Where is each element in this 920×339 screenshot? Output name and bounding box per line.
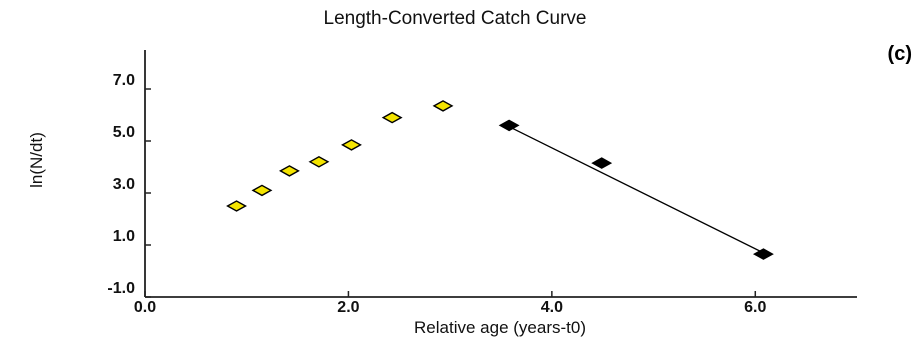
data-point-excluded [341,139,362,151]
y-axis-label: ln(N/dt) [27,132,46,188]
points-layer [226,100,774,260]
regression-line [508,126,764,254]
data-point-excluded [278,165,300,177]
data-point-excluded [381,111,403,124]
axes [144,50,857,298]
y-tick-label: 1.0 [113,228,135,245]
tick-labels: 0.0 2.0 4.0 6.0 -1.0 1.0 3.0 5.0 7.0 [107,72,766,316]
x-tick-label: 0.0 [134,299,156,316]
y-tick-label: 5.0 [113,124,135,141]
data-point-regression [752,248,774,260]
y-tick-label: -1.0 [107,280,135,297]
y-tick-label: 3.0 [113,176,135,193]
x-tick-label: 6.0 [744,299,766,316]
data-point-excluded [251,184,273,197]
data-point-regression [591,157,613,169]
panel-label: (c) [888,43,912,65]
data-point-excluded [308,155,330,168]
y-tick-label: 7.0 [113,72,135,89]
x-tick-label: 4.0 [541,299,563,316]
data-point-excluded [432,100,454,112]
regression-layer [508,126,764,254]
data-point-excluded [226,200,247,212]
chart-title: Length-Converted Catch Curve [324,8,587,29]
data-point-regression [498,119,520,132]
x-tick-label: 2.0 [337,299,359,316]
x-axis-label: Relative age (years-t0) [414,318,586,337]
